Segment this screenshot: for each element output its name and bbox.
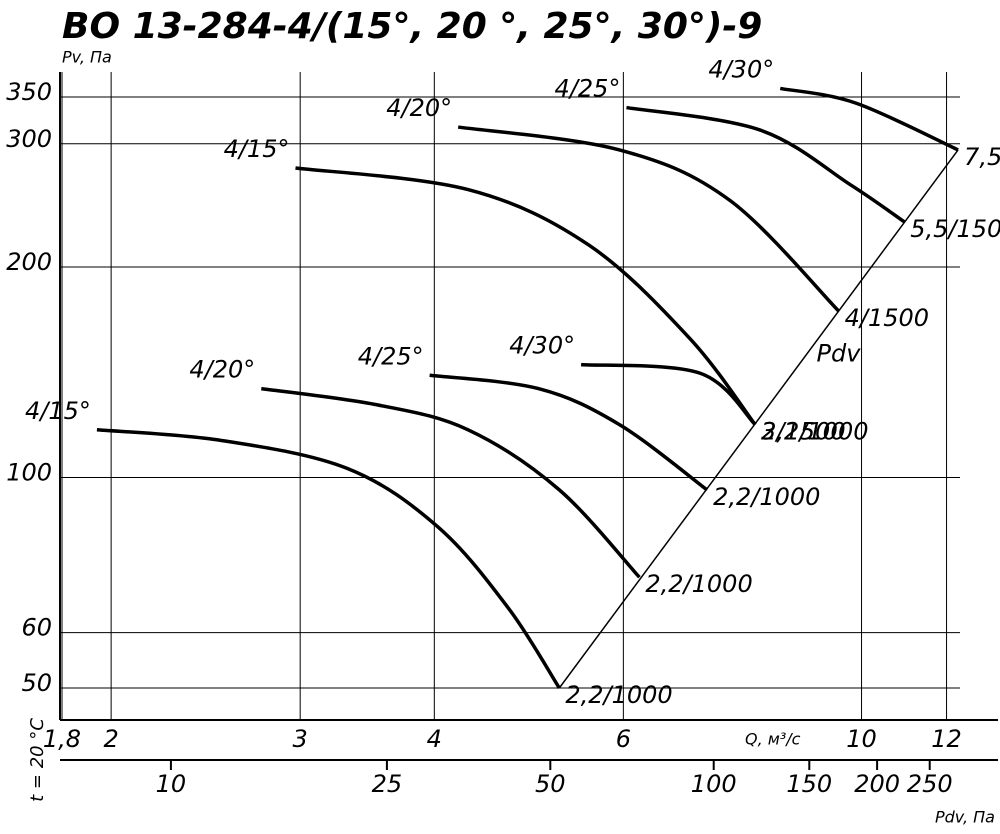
curve-end-label: 5,5/1500 xyxy=(910,215,1000,243)
curve-end-label: 2,2/1000 xyxy=(761,418,868,446)
pdv-line-label: Pdv xyxy=(817,339,862,367)
curve-label: 4/20° xyxy=(386,94,452,122)
curve xyxy=(457,125,840,313)
y-tick-label: 100 xyxy=(6,458,52,486)
x-tick-label: 3 xyxy=(293,725,308,753)
x-axis-label: Q, м³/с xyxy=(745,730,801,749)
curve-label: 4/20° xyxy=(189,356,255,384)
curve xyxy=(96,428,561,689)
x2-axis-label: Pdv, Па xyxy=(935,808,995,827)
curve-label: 4/25° xyxy=(358,342,424,370)
x2-tick-label: 25 xyxy=(372,770,403,798)
curve-label: 4/15° xyxy=(25,397,91,425)
y-tick-label: 200 xyxy=(6,248,52,276)
x-tick-label: 4 xyxy=(427,725,442,753)
curve-label: 4/30° xyxy=(509,332,575,360)
curve xyxy=(261,386,641,579)
curve-end-label: 4/1500 xyxy=(845,304,929,332)
curve xyxy=(626,105,906,224)
x2-tick-label: 50 xyxy=(535,770,566,798)
x-tick-label: 1,8 xyxy=(43,725,81,753)
curve-end-label: 2,2/1000 xyxy=(645,570,752,598)
x-tick-label: 2 xyxy=(103,725,118,753)
x-tick-label: 10 xyxy=(846,725,877,753)
y-tick-label: 300 xyxy=(6,125,52,153)
curve-label: 4/25° xyxy=(555,75,621,103)
x2-tick-label: 200 xyxy=(854,770,900,798)
y-tick-label: 350 xyxy=(6,78,52,106)
curve xyxy=(295,166,757,426)
curve-end-label: 2,2/1000 xyxy=(565,681,672,709)
x2-tick-label: 100 xyxy=(691,770,737,798)
x-tick-label: 12 xyxy=(931,725,962,753)
x2-tick-label: 10 xyxy=(156,770,187,798)
curve-end-label: 7,5/1500 xyxy=(964,143,1000,171)
curve-label: 4/15° xyxy=(224,135,290,163)
curve-end-label: 3/1500 xyxy=(761,418,845,446)
curve xyxy=(429,373,709,492)
curve-label: 4/30° xyxy=(708,55,774,83)
x-tick-label: 6 xyxy=(616,725,631,753)
curve xyxy=(779,86,959,152)
curve xyxy=(558,149,959,689)
chart-title: ВО 13-284-4/(15°, 20 °, 25°, 30°)-9 xyxy=(62,6,762,47)
x2-tick-label: 250 xyxy=(907,770,953,798)
x2-tick-label: 150 xyxy=(786,770,832,798)
y-tick-label: 60 xyxy=(21,614,52,642)
temperature-note: t = 20 °C xyxy=(27,718,48,802)
y-axis-label: Pv, Па xyxy=(62,48,112,67)
y-tick-label: 50 xyxy=(21,669,52,697)
curve-end-label: 2,2/1000 xyxy=(713,483,820,511)
